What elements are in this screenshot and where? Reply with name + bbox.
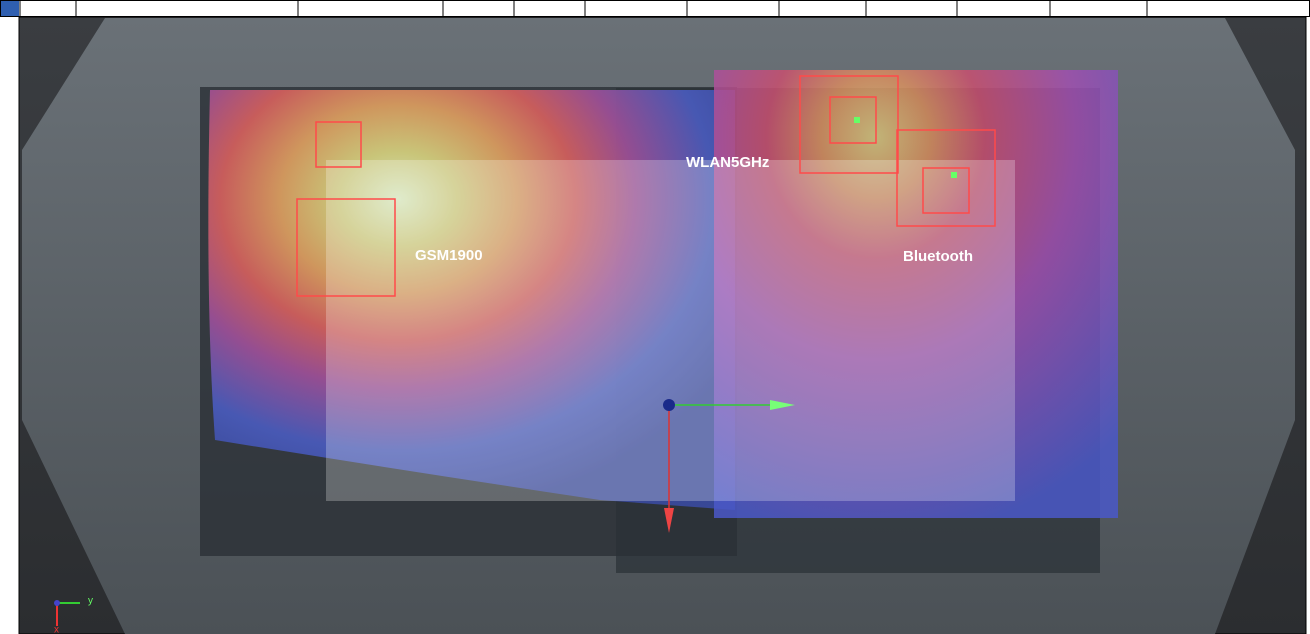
sar-heatmap [714,70,1118,518]
axis-label: y [88,596,93,607]
device-outline [326,160,1015,501]
sar-heatmap [208,90,736,510]
antenna-label: WLAN5GHz [686,154,769,171]
axis-triad: y x [54,596,93,634]
axis-label: x [54,625,59,634]
antenna-label: Bluetooth [903,248,973,265]
peak [951,172,957,178]
peak [854,117,860,123]
zoom-boxes [296,75,996,297]
toolbar [0,0,1310,17]
antenna-label: GSM1900 [415,247,483,264]
origin-axes [663,399,795,533]
